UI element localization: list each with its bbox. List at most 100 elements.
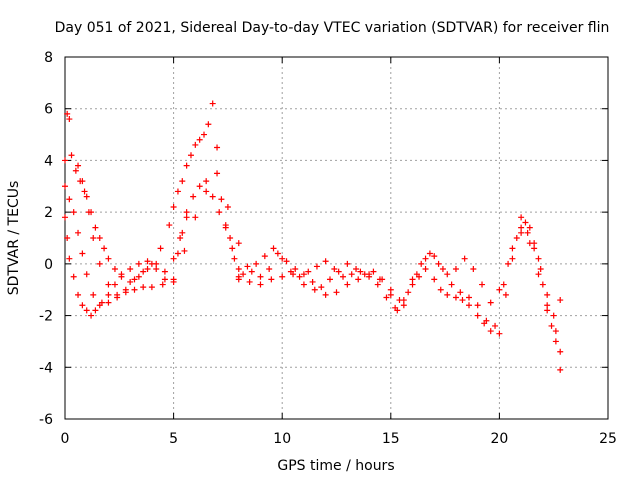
data-point: [92, 307, 99, 314]
data-point: [179, 229, 186, 236]
data-point: [444, 291, 451, 298]
data-point: [214, 144, 221, 151]
data-point: [322, 258, 329, 265]
data-point: [224, 203, 231, 210]
data-point: [461, 255, 468, 262]
data-point: [537, 266, 544, 273]
data-point: [465, 294, 472, 301]
data-point: [309, 278, 316, 285]
data-point: [218, 196, 225, 203]
data-point: [300, 271, 307, 278]
data-point: [105, 299, 112, 306]
data-point: [557, 366, 564, 373]
data-point: [88, 312, 95, 319]
data-point: [166, 222, 173, 229]
data-point: [409, 281, 416, 288]
data-point: [174, 188, 181, 195]
data-point: [135, 260, 142, 267]
data-point: [487, 299, 494, 306]
data-point: [357, 268, 364, 275]
x-tick-label: 5: [169, 431, 178, 447]
data-point: [190, 193, 197, 200]
data-point: [79, 302, 86, 309]
data-point: [257, 281, 264, 288]
data-point: [524, 229, 531, 236]
data-point: [203, 178, 210, 185]
data-point: [118, 273, 125, 280]
y-tick-label: -2: [39, 309, 53, 325]
data-point: [248, 268, 255, 275]
series-trace-g: [240, 224, 564, 373]
data-point: [170, 255, 177, 262]
data-point: [79, 250, 86, 257]
data-point: [183, 214, 190, 221]
data-point: [192, 141, 199, 148]
data-point: [311, 286, 318, 293]
data-point: [348, 271, 355, 278]
data-point: [344, 260, 351, 267]
data-point: [465, 302, 472, 309]
data-point: [75, 291, 82, 298]
data-point: [96, 302, 103, 309]
data-point: [62, 183, 68, 190]
data-point: [326, 276, 333, 283]
data-point: [111, 266, 118, 273]
data-point: [105, 291, 112, 298]
data-point: [268, 276, 275, 283]
grid: [64, 56, 609, 420]
data-point: [235, 240, 242, 247]
data-point: [422, 255, 429, 262]
data-point: [387, 286, 394, 293]
data-point: [400, 302, 407, 309]
y-tick-label: 8: [44, 50, 53, 66]
data-point: [544, 302, 551, 309]
data-point: [379, 276, 386, 283]
data-point: [535, 255, 542, 262]
data-point: [544, 307, 551, 314]
data-point: [105, 255, 112, 262]
data-point: [370, 268, 377, 275]
data-point: [62, 157, 68, 164]
data-point: [418, 260, 425, 267]
data-point: [179, 178, 186, 185]
y-tick-label: 2: [44, 205, 53, 221]
series-trace-b: [62, 178, 236, 319]
data-point: [448, 281, 455, 288]
data-point: [435, 260, 442, 267]
data-point: [292, 266, 299, 273]
data-point: [70, 209, 77, 216]
data-point: [83, 307, 90, 314]
data-point: [83, 193, 90, 200]
data-point: [496, 286, 503, 293]
y-tick-label: 4: [44, 153, 53, 169]
data-point: [140, 268, 147, 275]
x-axis-label: GPS time / hours: [277, 458, 394, 474]
data-point: [426, 250, 433, 257]
data-point: [431, 276, 438, 283]
data-point: [157, 245, 164, 252]
data-point: [216, 209, 223, 216]
data-point: [459, 297, 466, 304]
data-point: [231, 255, 238, 262]
data-point: [66, 255, 73, 262]
data-point: [479, 281, 486, 288]
data-point: [374, 281, 381, 288]
data-point: [335, 268, 342, 275]
data-point: [153, 260, 160, 267]
data-point: [90, 235, 97, 241]
plot-frame: [64, 56, 609, 420]
data-point: [270, 245, 277, 252]
data-point: [81, 188, 88, 195]
data-points: [62, 100, 564, 373]
series-trace-c: [62, 170, 242, 309]
x-tick-label: 20: [490, 431, 508, 447]
data-point: [279, 273, 286, 280]
data-point: [518, 224, 525, 231]
data-point: [122, 289, 129, 296]
data-point: [140, 284, 147, 291]
data-point: [246, 278, 253, 285]
data-point: [240, 271, 247, 278]
data-point: [444, 271, 451, 278]
data-point: [235, 276, 242, 283]
data-point: [437, 286, 444, 293]
